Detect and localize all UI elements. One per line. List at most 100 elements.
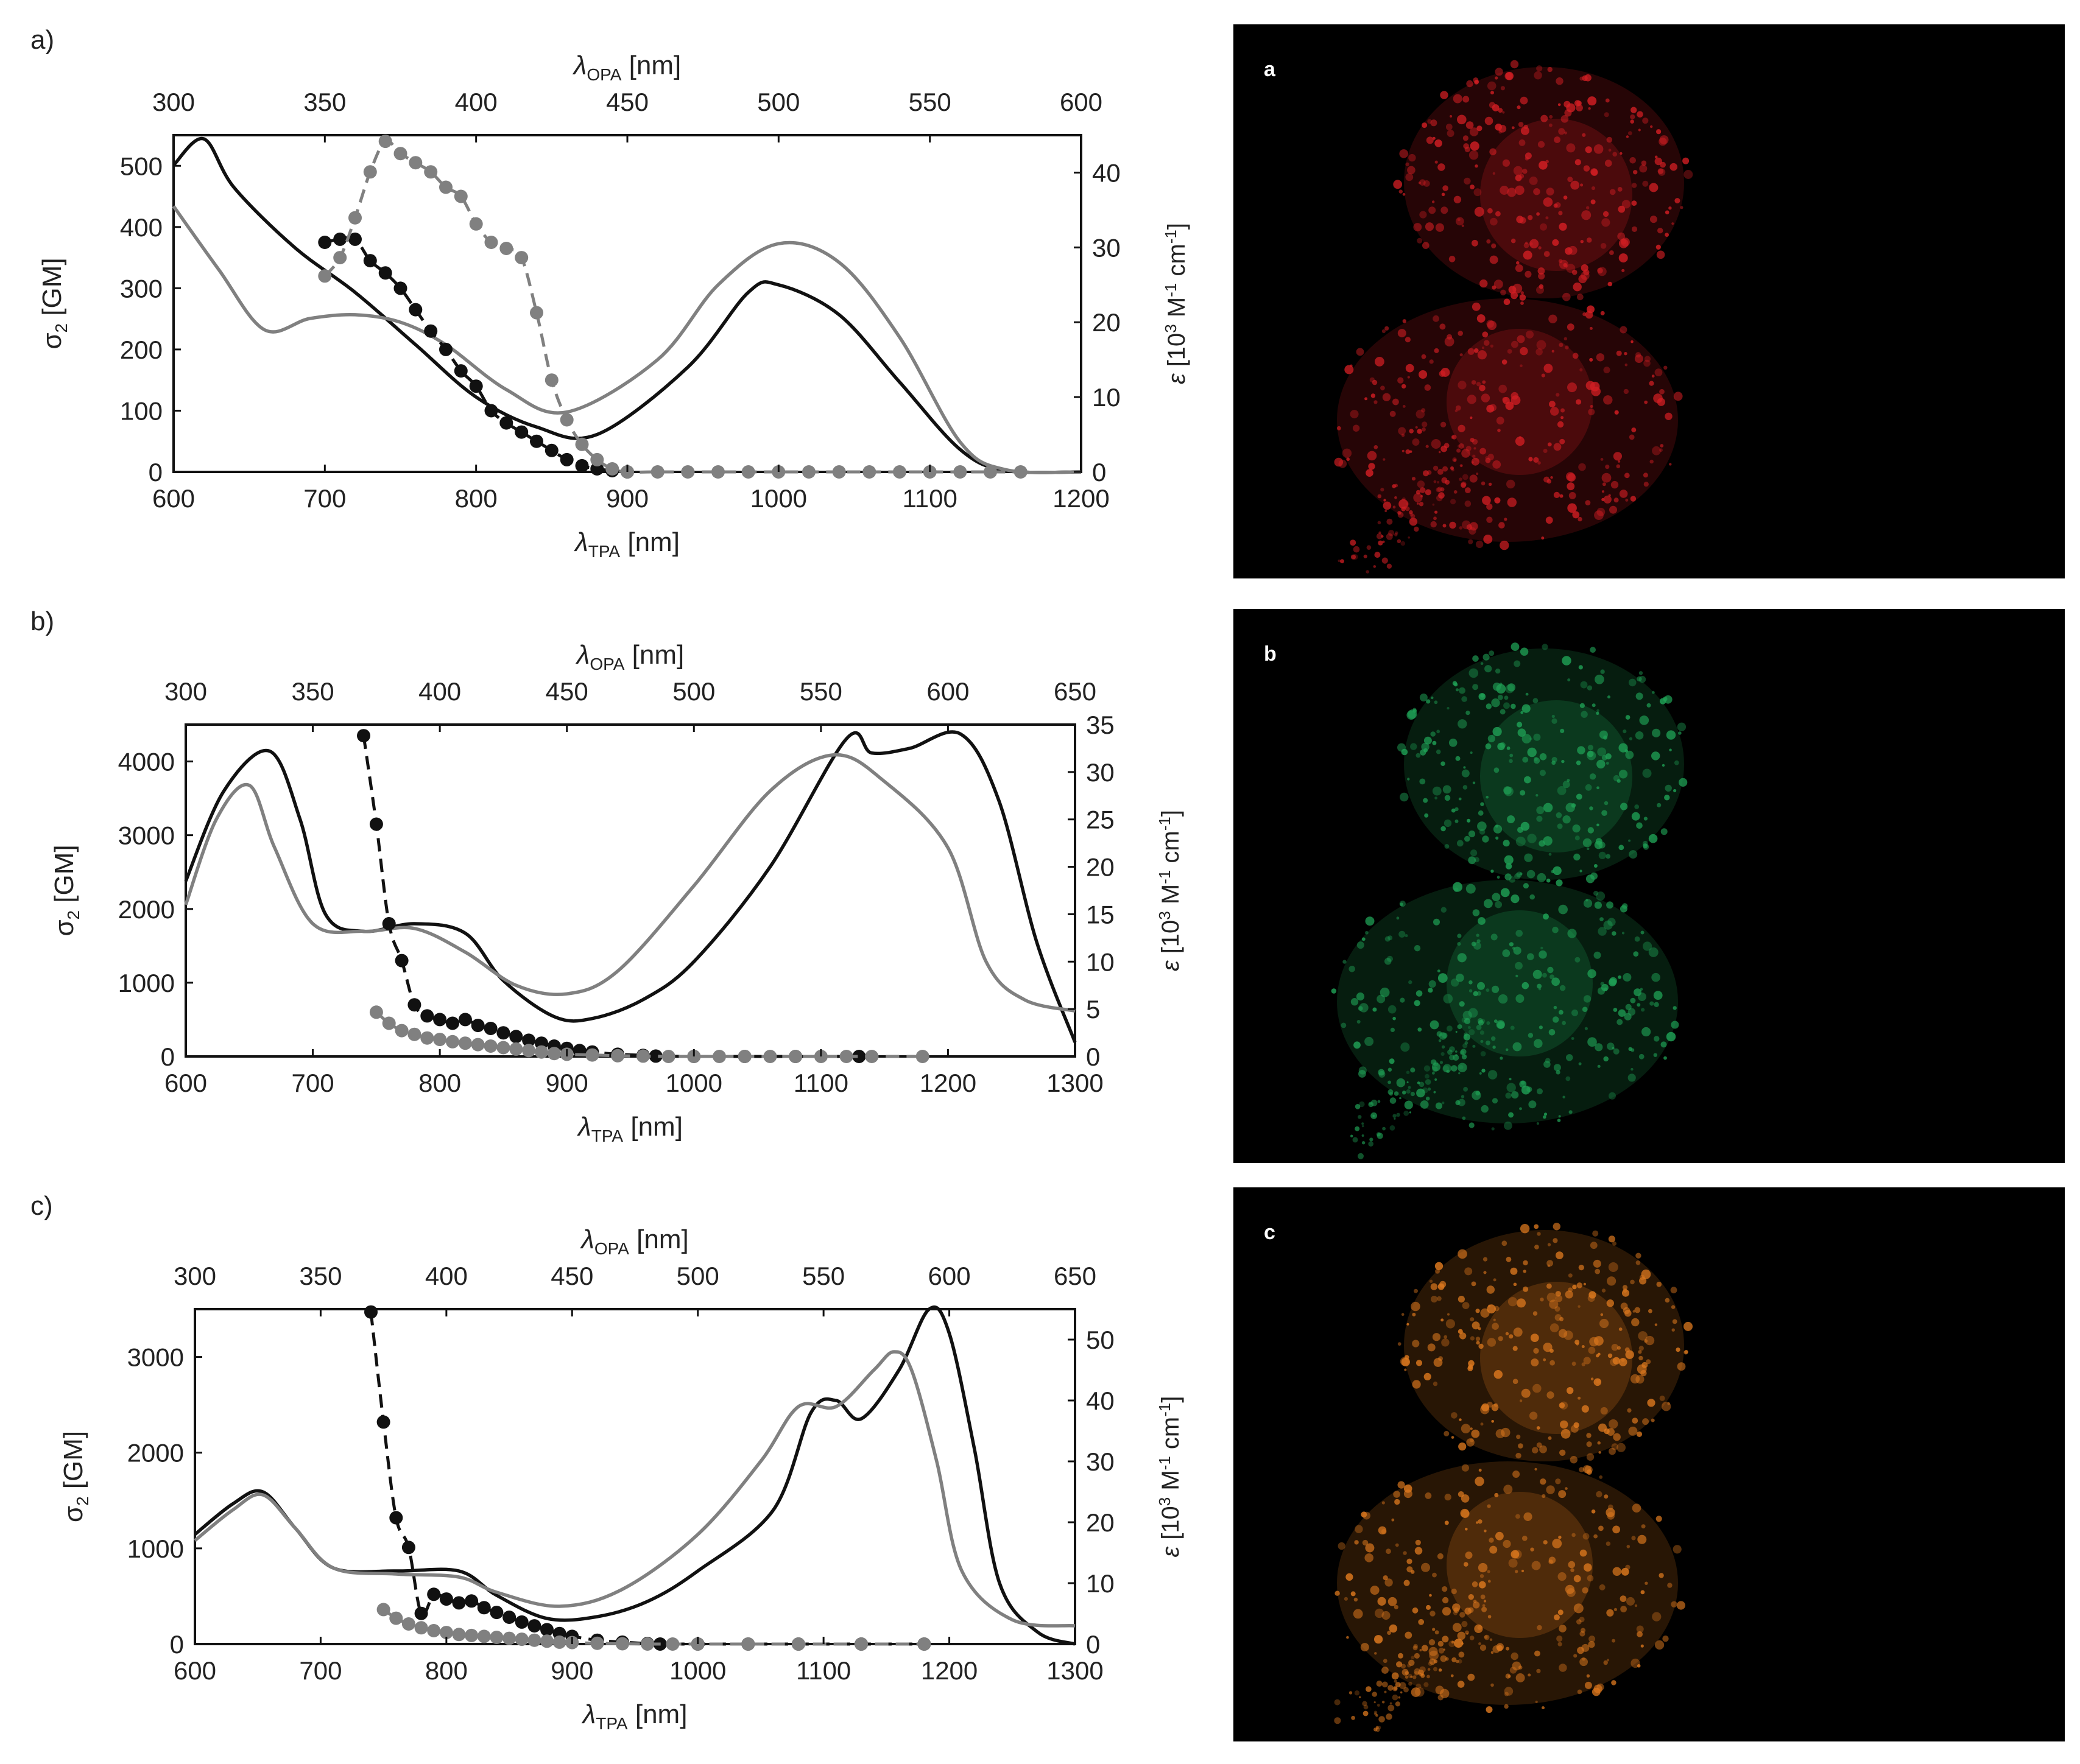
fluorescence-speck [1551,977,1560,986]
fluorescence-speck [1394,1499,1400,1505]
data-point [515,251,529,265]
fluorescence-speck [1616,464,1621,469]
fluorescence-speck [1608,1235,1615,1243]
fluorescence-speck [1549,401,1556,408]
fluorescence-speck [1624,364,1628,367]
fluorescence-speck [1579,1467,1584,1472]
data-point [420,1031,434,1045]
fluorescence-speck [1564,100,1571,108]
fluorescence-speck [1508,286,1517,294]
plot-frame [185,723,1076,1058]
fluorescence-speck [1606,136,1613,143]
fluorescence-speck [1455,405,1461,411]
fluorescence-speck [1392,398,1399,406]
fluorescence-speck [1374,552,1381,558]
fluorescence-speck [1655,244,1661,250]
fluorescence-speck [1394,533,1398,536]
fluorescence-speck [1469,522,1478,531]
fluorescence-speck [1458,331,1463,336]
fluorescence-speck [1387,1080,1392,1084]
fluorescence-speck [1451,468,1454,472]
fluorescence-speck [1543,803,1553,813]
data-point [484,1022,498,1035]
fluorescence-speck [1419,487,1426,493]
fluorescence-speck [1428,1639,1436,1646]
fluorescence-speck [1624,352,1627,356]
fluorescence-speck [1362,1701,1367,1706]
fluorescence-speck [1473,188,1482,197]
fluorescence-speck [1609,189,1616,195]
fluorescence-speck [1590,199,1596,205]
fluorescence-speck [1565,1487,1568,1490]
series-layer [172,135,1082,479]
fluorescence-speck [1616,1019,1623,1025]
fluorescence-speck [1425,1079,1431,1085]
right-tick-label: 50 [1086,1326,1115,1354]
data-point [427,1587,441,1601]
fluorescence-speck [1584,1563,1592,1572]
fluorescence-speck [1580,240,1584,244]
fluorescence-speck [1565,803,1575,812]
cell-body [1337,880,1678,1123]
fluorescence-speck [1487,320,1497,330]
fluorescence-speck [1534,1467,1537,1471]
data-point [369,817,383,831]
fluorescence-speck [1589,326,1593,330]
fluorescence-speck [1353,546,1360,553]
fluorescence-speck [1562,815,1571,824]
fluorescence-speck [1673,1006,1677,1010]
fluorescence-speck [1637,993,1646,1001]
fluorescence-speck [1528,1673,1531,1677]
fluorescence-speck [1546,479,1551,484]
fluorescence-speck [1586,1453,1595,1461]
data-point [585,1048,599,1062]
data-point [414,1621,428,1635]
fluorescence-speck [1377,1704,1380,1707]
series-layer [184,729,1077,1063]
fluorescence-speck [1422,427,1426,432]
fluorescence-speck [1558,211,1563,216]
fluorescence-speck [1487,1615,1492,1618]
fluorescence-speck [1414,1671,1419,1676]
fluorescence-speck [1551,718,1557,724]
fluorescence-speck [1459,1332,1467,1340]
fluorescence-speck [1476,473,1479,476]
fluorescence-speck [1582,312,1587,317]
fluorescence-speck [1589,308,1592,311]
fluorescence-speck [1425,1492,1432,1499]
fluorescence-speck [1547,442,1552,447]
fluorescence-speck [1486,239,1491,244]
fluorescence-speck [1629,850,1638,859]
fluorescence-speck [1437,481,1440,483]
fluorescence-speck [1442,1636,1449,1643]
fluorescence-speck [1586,1433,1592,1438]
fluorescence-speck [1659,1573,1664,1578]
fluorescence-speck [1654,155,1658,159]
fluorescence-speck [1504,1692,1509,1696]
fluorescence-speck [1464,835,1470,842]
fluorescence-speck [1414,526,1419,532]
fluorescence-speck [1463,1035,1468,1039]
fluorescence-speck [1414,1653,1420,1659]
data-point [681,465,695,479]
fluorescence-speck [1621,200,1631,209]
bottom-tick-label: 700 [292,1069,334,1097]
fluorescence-speck [1646,1359,1651,1365]
fluorescence-speck [1436,749,1441,754]
data-point [409,156,423,170]
fluorescence-speck [1453,1611,1458,1615]
fluorescence-speck [1568,492,1576,499]
fluorescence-speck [1627,1008,1636,1016]
fluorescence-speck [1355,1126,1360,1131]
fluorescence-speck [1461,696,1467,702]
fluorescence-speck [1579,368,1583,372]
fluorescence-speck [1364,1553,1373,1562]
fluorescence-speck [1467,1673,1475,1681]
fluorescence-speck [1418,181,1421,184]
fluorescence-speck [1665,1298,1670,1303]
fluorescence-speck [1484,1635,1488,1639]
fluorescence-speck [1469,1636,1475,1640]
fluorescence-speck [1490,91,1494,95]
fluorescence-speck [1504,1121,1512,1130]
top-tick-label: 550 [800,677,842,706]
